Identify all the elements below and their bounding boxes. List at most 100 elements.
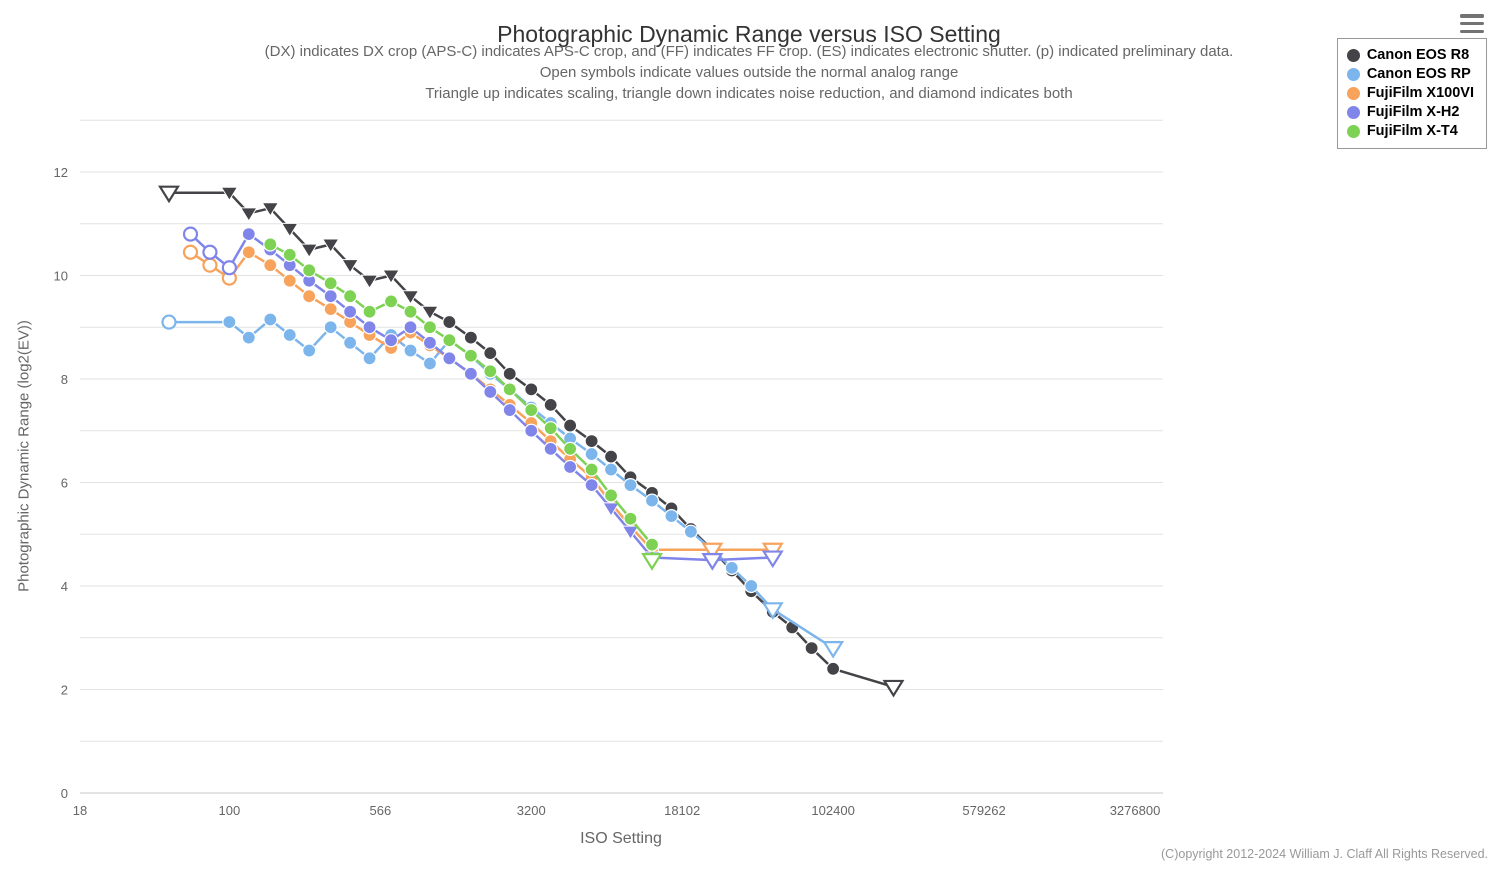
data-point-open-circle[interactable]: [202, 244, 218, 260]
data-point-circle[interactable]: [241, 330, 256, 345]
data-point-open-triangle-down[interactable]: [701, 553, 724, 571]
legend-item-canon-eos-rp[interactable]: Canon EOS RP: [1346, 65, 1474, 84]
data-point-circle[interactable]: [623, 477, 638, 493]
data-point-circle[interactable]: [623, 511, 638, 526]
data-point-circle[interactable]: [302, 343, 317, 358]
data-point-open-circle[interactable]: [202, 257, 218, 273]
data-point-circle[interactable]: [343, 335, 358, 350]
data-point-circle[interactable]: [683, 524, 698, 539]
data-point-circle[interactable]: [502, 366, 517, 381]
data-point-circle[interactable]: [483, 364, 498, 379]
data-point-circle[interactable]: [323, 276, 338, 291]
data-point-open-triangle-down[interactable]: [158, 185, 180, 204]
data-point-open-triangle-down[interactable]: [822, 640, 845, 659]
data-point-circle[interactable]: [584, 477, 599, 493]
data-point-circle[interactable]: [463, 330, 478, 345]
data-point-open-triangle-down[interactable]: [761, 550, 784, 569]
data-point-circle[interactable]: [422, 320, 438, 335]
data-point-circle[interactable]: [422, 335, 438, 350]
data-point-open-triangle-down[interactable]: [761, 602, 784, 620]
legend-item-fujifilm-x-h2[interactable]: FujiFilm X-H2: [1346, 103, 1474, 122]
data-point-open-triangle-down[interactable]: [701, 542, 724, 561]
data-point-circle[interactable]: [422, 356, 438, 371]
data-point-circle[interactable]: [543, 441, 558, 456]
data-point-circle[interactable]: [584, 462, 599, 477]
data-point-triangle-down[interactable]: [261, 202, 280, 217]
data-point-triangle-down[interactable]: [280, 222, 299, 238]
data-point-circle[interactable]: [241, 227, 256, 242]
data-point-open-triangle-down[interactable]: [641, 553, 663, 571]
data-point-triangle-down[interactable]: [602, 502, 620, 517]
data-point-circle[interactable]: [463, 348, 478, 363]
data-point-circle[interactable]: [543, 397, 558, 412]
data-point-triangle-down[interactable]: [341, 259, 360, 274]
data-point-circle[interactable]: [584, 446, 599, 462]
data-point-circle[interactable]: [362, 351, 377, 366]
data-point-circle[interactable]: [644, 493, 660, 508]
data-point-circle[interactable]: [383, 333, 399, 348]
data-point-circle[interactable]: [563, 459, 578, 475]
data-point-circle[interactable]: [403, 304, 418, 319]
data-point-circle[interactable]: [263, 237, 278, 252]
data-point-circle[interactable]: [442, 314, 457, 330]
data-point-triangle-down[interactable]: [401, 290, 420, 305]
data-point-triangle-down[interactable]: [360, 274, 379, 290]
data-point-open-circle[interactable]: [182, 226, 199, 242]
data-point-circle[interactable]: [563, 441, 578, 456]
data-point-circle[interactable]: [804, 640, 819, 656]
legend-item-fujifilm-x-t4[interactable]: FujiFilm X-T4: [1346, 122, 1474, 141]
data-point-circle[interactable]: [323, 289, 338, 304]
data-point-circle[interactable]: [543, 421, 558, 436]
data-point-circle[interactable]: [603, 488, 619, 503]
data-point-circle[interactable]: [442, 333, 457, 348]
data-point-circle[interactable]: [302, 263, 317, 278]
data-point-circle[interactable]: [603, 449, 619, 464]
data-point-circle[interactable]: [483, 346, 498, 361]
data-point-circle[interactable]: [302, 289, 317, 304]
data-point-circle[interactable]: [383, 294, 399, 309]
data-point-circle[interactable]: [463, 366, 478, 381]
data-point-circle[interactable]: [524, 382, 539, 397]
data-point-circle[interactable]: [584, 434, 599, 449]
data-point-circle[interactable]: [664, 509, 679, 524]
data-point-circle[interactable]: [222, 314, 237, 330]
data-point-open-circle[interactable]: [182, 244, 199, 260]
chart-menu-button[interactable]: [1458, 13, 1486, 34]
data-point-circle[interactable]: [563, 418, 578, 433]
data-point-triangle-down[interactable]: [300, 243, 319, 259]
data-point-open-circle[interactable]: [161, 314, 177, 330]
data-point-circle[interactable]: [502, 402, 517, 418]
data-point-circle[interactable]: [323, 320, 338, 335]
data-point-circle[interactable]: [362, 320, 377, 335]
data-point-circle[interactable]: [343, 289, 358, 304]
data-point-circle[interactable]: [362, 304, 377, 319]
data-point-circle[interactable]: [524, 423, 539, 438]
data-point-circle[interactable]: [724, 560, 739, 575]
data-point-circle[interactable]: [241, 245, 256, 260]
data-point-circle[interactable]: [603, 462, 619, 477]
legend-item-canon-eos-r8[interactable]: Canon EOS R8: [1346, 46, 1474, 65]
data-point-circle[interactable]: [483, 384, 498, 400]
data-point-circle[interactable]: [282, 247, 297, 262]
data-point-circle[interactable]: [403, 343, 418, 358]
data-point-circle[interactable]: [442, 351, 457, 366]
legend-item-fujifilm-x100vi[interactable]: FujiFilm X100VI: [1346, 84, 1474, 103]
data-point-circle[interactable]: [282, 273, 297, 288]
data-point-circle[interactable]: [524, 402, 539, 418]
data-point-triangle-down[interactable]: [621, 525, 640, 541]
data-point-triangle-down[interactable]: [321, 238, 340, 253]
data-point-circle[interactable]: [282, 327, 297, 343]
data-point-open-triangle-down[interactable]: [882, 679, 905, 698]
data-point-open-circle[interactable]: [221, 260, 237, 276]
data-point-triangle-down[interactable]: [239, 207, 258, 222]
data-point-circle[interactable]: [744, 578, 759, 594]
data-point-triangle-down[interactable]: [382, 269, 400, 284]
data-point-circle[interactable]: [263, 312, 278, 327]
data-point-triangle-down[interactable]: [421, 305, 439, 321]
data-point-circle[interactable]: [323, 302, 338, 317]
data-point-circle[interactable]: [826, 661, 841, 676]
data-point-triangle-down[interactable]: [220, 186, 239, 202]
data-point-circle[interactable]: [403, 320, 418, 335]
data-point-circle[interactable]: [263, 258, 278, 273]
data-point-circle[interactable]: [502, 382, 517, 397]
